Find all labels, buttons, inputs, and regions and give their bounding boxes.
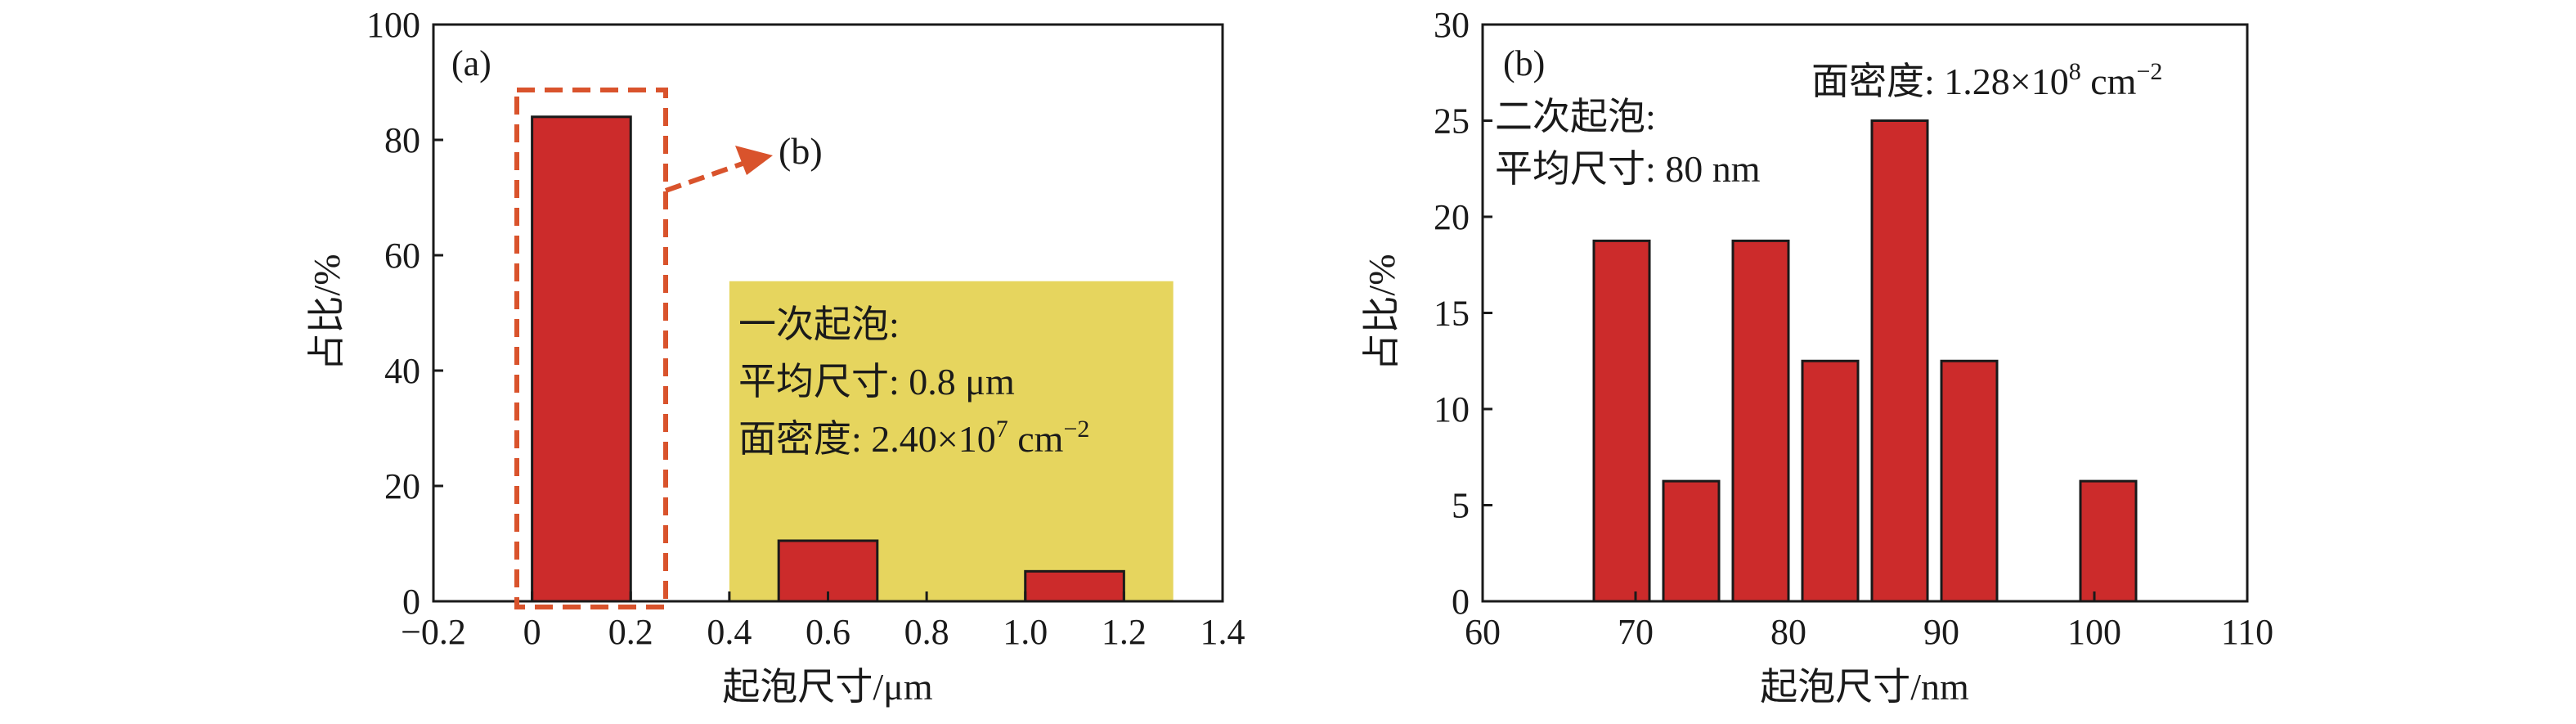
- x-tick-label: 0: [523, 612, 541, 652]
- y-tick-label: 20: [384, 466, 420, 506]
- bar-5: [1940, 359, 1999, 603]
- y-tick-label: 20: [1434, 197, 1470, 237]
- x-tick-label: 70: [1618, 612, 1654, 652]
- y-tick-label: 40: [384, 351, 420, 391]
- y-tick-label: 10: [1434, 389, 1470, 429]
- bar-1: [1662, 479, 1721, 603]
- annotation-line-2: 平均尺寸: 80 nm: [1495, 148, 1761, 190]
- x-axis-label: 起泡尺寸/μm: [722, 666, 932, 708]
- x-tick-label: 110: [2221, 612, 2273, 652]
- y-tick-label: 0: [1452, 582, 1470, 622]
- panel-label: (b): [1503, 43, 1545, 83]
- x-tick-label: 80: [1770, 612, 1806, 652]
- x-tick-label: 60: [1465, 612, 1501, 652]
- x-tick-label: 0.2: [608, 612, 653, 652]
- panel-label: (a): [451, 43, 491, 83]
- x-tick-label: 0.8: [904, 612, 949, 652]
- bar-0: [1592, 239, 1651, 603]
- density-exponent: 7: [996, 416, 1008, 443]
- y-tick-label: 0: [402, 582, 420, 622]
- bar-2: [1024, 569, 1125, 603]
- y-axis-label: 占比/%: [306, 254, 348, 371]
- y-tick-label: 60: [384, 236, 420, 276]
- bar-0: [531, 115, 632, 603]
- y-tick-label: 5: [1452, 486, 1470, 526]
- bar-6: [2079, 479, 2138, 603]
- annotation-line-3: 面密度: 2.40×107 cm−2: [738, 416, 1089, 460]
- x-axis-label: 起泡尺寸/nm: [1760, 666, 1969, 708]
- bar-3: [1801, 359, 1860, 603]
- annotation-line-2: 平均尺寸: 0.8 μm: [738, 361, 1015, 402]
- panel-a-bars: [531, 115, 1125, 603]
- panel-b-bars: [1592, 119, 2138, 603]
- density-prefix: 面密度: 2.40×10: [738, 418, 996, 460]
- bar-1: [777, 539, 879, 603]
- density-unit: cm: [1008, 418, 1064, 460]
- density-unit: cm: [2081, 61, 2137, 102]
- x-tick-label: 1.2: [1102, 612, 1147, 652]
- density-exponent: 8: [2069, 58, 2081, 85]
- panel-b: 60 70 80 90 100 110 0 5 10 15 20 25 30 (b) 面密度: 1.28…: [1361, 5, 2273, 708]
- x-tick-label: 100: [2067, 612, 2121, 652]
- density-prefix: 面密度: 1.28×10: [1811, 61, 2069, 102]
- y-tick-label: 30: [1434, 5, 1470, 45]
- y-tick-label: 25: [1434, 101, 1470, 142]
- x-tick-label: 0.4: [707, 612, 752, 652]
- y-tick-label: 80: [384, 120, 420, 160]
- x-tick-label: 1.4: [1200, 612, 1245, 652]
- x-tick-label: 1.0: [1003, 612, 1048, 652]
- x-tick-label: −0.2: [401, 612, 466, 652]
- bar-4: [1870, 119, 1929, 603]
- callout-arrow: [665, 146, 773, 193]
- x-tick-label: 0.6: [806, 612, 850, 652]
- annotation-line-1: 二次起泡:: [1495, 96, 1656, 137]
- density-unit-exponent: −2: [2136, 58, 2162, 85]
- y-tick-label: 100: [366, 5, 420, 45]
- panel-b-ticks: 60 70 80 90 100 110 0 5 10 15 20 25 30: [1434, 5, 2273, 652]
- density-unit-exponent: −2: [1063, 416, 1089, 443]
- bar-2: [1731, 239, 1790, 603]
- y-axis-label: 占比/%: [1361, 254, 1402, 371]
- y-tick-label: 15: [1434, 294, 1470, 334]
- x-tick-label: 90: [1923, 612, 1959, 652]
- callout-label: (b): [779, 130, 823, 172]
- density-annotation: 面密度: 1.28×108 cm−2: [1811, 58, 2162, 102]
- annotation-line-1: 一次起泡:: [738, 304, 900, 345]
- dashed-selection-box: [514, 88, 668, 609]
